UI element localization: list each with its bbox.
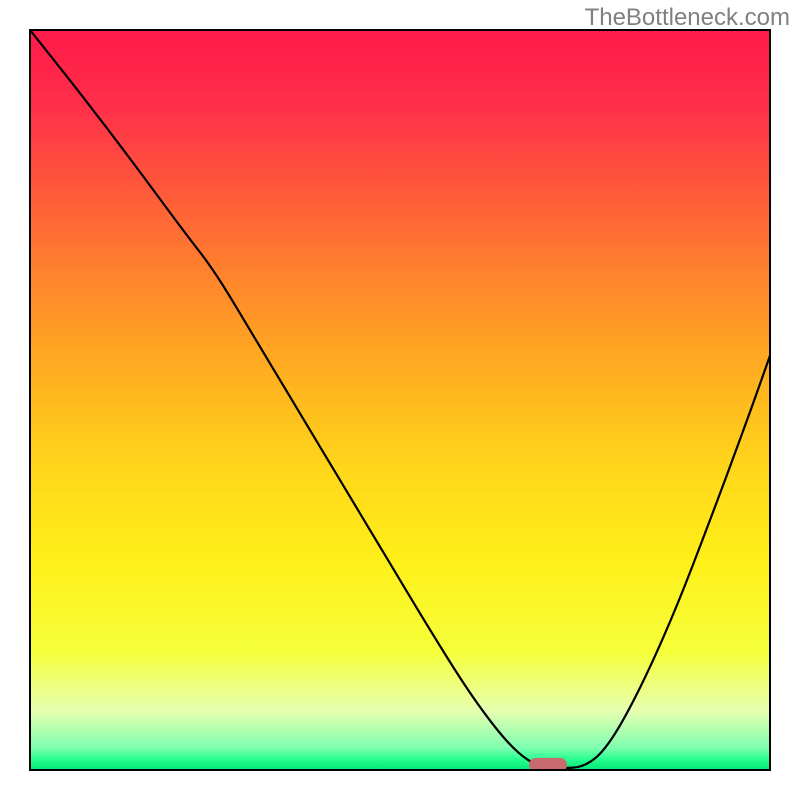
bottleneck-chart: TheBottleneck.com [0, 0, 800, 800]
watermark-text: TheBottleneck.com [585, 4, 790, 32]
chart-svg [0, 0, 800, 800]
gradient-background [30, 30, 770, 770]
